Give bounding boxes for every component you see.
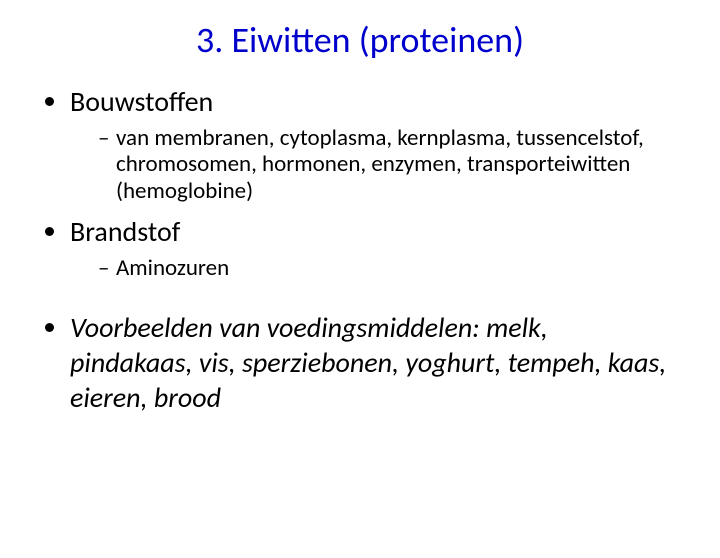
- bullet-list: Bouwstoffen van membranen, cytoplasma, k…: [44, 84, 676, 282]
- sub-list-item: van membranen, cytoplasma, kernplasma, t…: [98, 125, 676, 204]
- slide-title: 3. Eiwitten (proteinen): [0, 18, 720, 62]
- slide-body: Bouwstoffen van membranen, cytoplasma, k…: [0, 84, 720, 415]
- spacer: [44, 292, 676, 310]
- bullet-list: Voorbeelden van voedingsmiddelen: melk, …: [44, 310, 676, 415]
- sub-list: van membranen, cytoplasma, kernplasma, t…: [70, 125, 676, 204]
- list-item: Bouwstoffen van membranen, cytoplasma, k…: [70, 84, 676, 204]
- list-item-label: Voorbeelden van voedingsmiddelen: melk, …: [70, 310, 666, 415]
- sub-list-item: Aminozuren: [98, 255, 676, 281]
- sub-list: Aminozuren: [70, 255, 676, 281]
- list-item: Brandstof Aminozuren: [70, 214, 676, 281]
- slide: 3. Eiwitten (proteinen) Bouwstoffen van …: [0, 18, 720, 558]
- list-item-label: Brandstof: [70, 214, 180, 249]
- list-item: Voorbeelden van voedingsmiddelen: melk, …: [70, 310, 676, 415]
- list-item-label: Bouwstoffen: [70, 84, 213, 119]
